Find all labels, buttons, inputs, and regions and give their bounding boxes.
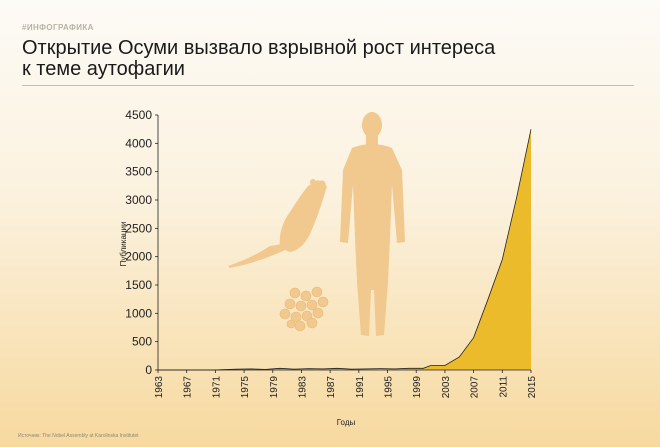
x-tick-label: 2015 — [527, 376, 538, 399]
y-tick-label: 2500 — [125, 221, 152, 235]
cells-illustration-icon — [279, 286, 329, 332]
x-tick-label: 1995 — [384, 376, 395, 399]
x-tick-label: 2007 — [470, 376, 481, 399]
x-axis-label: Годы — [337, 418, 356, 427]
y-tick-label: 4500 — [125, 108, 152, 122]
y-tick-label: 500 — [132, 335, 152, 349]
x-tick-label: 1999 — [412, 376, 423, 399]
title-line-2: к теме аутофагии — [22, 58, 185, 80]
x-tick-label: 1971 — [211, 376, 222, 399]
x-tick-label: 1963 — [154, 376, 165, 399]
human-silhouette-icon — [340, 112, 405, 336]
title-divider — [22, 85, 634, 86]
publications-area — [158, 129, 531, 370]
kicker-label: #ИНФОГРАФИКА — [22, 23, 94, 32]
title-line-1: Открытие Осуми вызвало взрывной рост инт… — [22, 37, 496, 59]
y-tick-label: 1000 — [125, 306, 152, 320]
x-axis-ticks: 1963 1967 1971 1975 1979 1983 1987 1991 1995 1999… — [154, 370, 538, 398]
y-tick-label: 2000 — [125, 250, 152, 264]
source-note: Источник: The Nobel Assembly at Karolins… — [18, 433, 139, 439]
x-tick-label: 1979 — [269, 376, 280, 399]
publications-line — [158, 129, 532, 371]
y-tick-label: 3500 — [125, 165, 152, 179]
y-axis-ticks: 0 500 1000 1500 2000 2500 3000 3500 4000 4500 — [125, 108, 158, 377]
page-title: Открытие Осуми вызвало взрывной рост инт… — [22, 38, 622, 80]
y-tick-label: 0 — [145, 363, 152, 377]
mouse-silhouette-icon — [228, 179, 327, 268]
x-tick-label: 1991 — [355, 376, 366, 399]
x-tick-label: 2003 — [441, 376, 452, 399]
x-tick-label: 1983 — [297, 376, 308, 399]
y-tick-label: 3000 — [125, 193, 152, 207]
y-axis-label: Публикации — [119, 222, 128, 267]
x-tick-label: 1967 — [183, 376, 194, 399]
x-tick-label: 1987 — [326, 376, 337, 399]
y-tick-label: 1500 — [125, 278, 152, 292]
x-tick-label: 2011 — [498, 376, 509, 398]
x-tick-label: 1975 — [240, 376, 251, 399]
y-tick-label: 4000 — [125, 136, 152, 150]
